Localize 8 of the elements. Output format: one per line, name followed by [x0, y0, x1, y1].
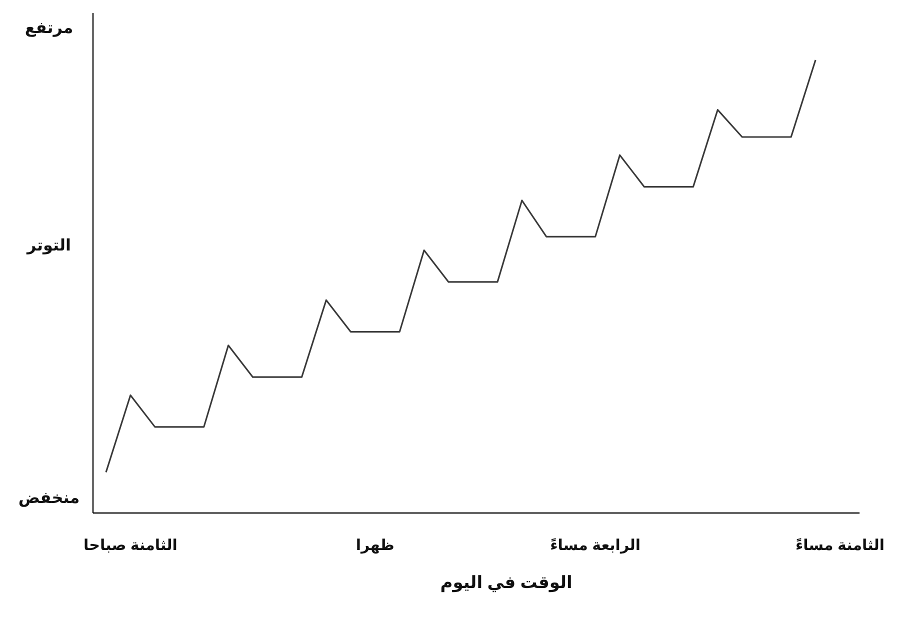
text: مرتفع [24, 20, 74, 37]
x-tick-label: الثامنة صباحا [84, 537, 178, 554]
text: منخفض [18, 490, 80, 507]
x-axis-title: الوقت في اليوم [440, 573, 572, 593]
x-tick-label: ظهرا [356, 537, 394, 554]
y-axis-title: التوتر [26, 237, 72, 254]
x-tick-label: الثامنة مساءً [795, 537, 885, 554]
x-tick-label: الرابعة مساءً [550, 537, 641, 554]
